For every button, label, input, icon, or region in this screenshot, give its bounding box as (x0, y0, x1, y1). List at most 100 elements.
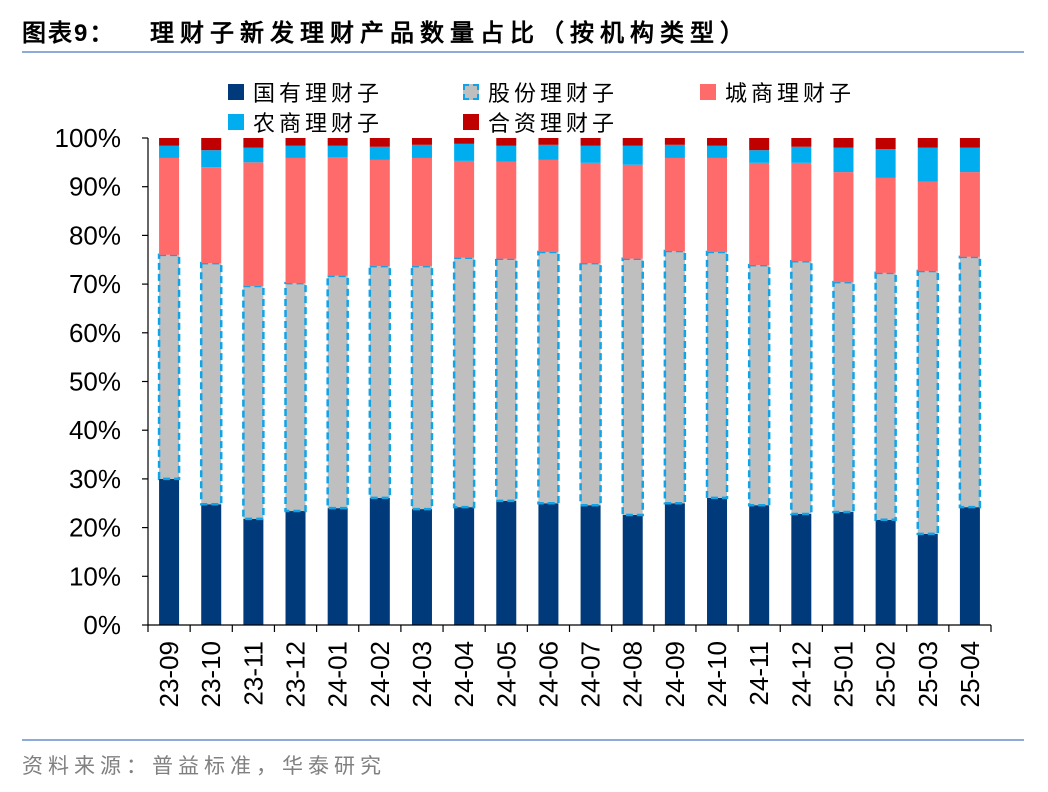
bar-joint-stock-24-09 (663, 249, 687, 505)
bar-state-owned-24-07 (580, 505, 601, 625)
bar-joint-venture-24-03 (411, 138, 432, 145)
bar-stack-24-03 (410, 138, 434, 625)
bar-state-owned-24-11 (749, 505, 770, 625)
bar-rural-commercial-24-02 (369, 146, 390, 160)
legend-marker-rural-commercial (228, 114, 244, 130)
bar-joint-venture-23-09 (159, 138, 180, 146)
bar-stack-23-11 (242, 138, 265, 625)
bar-rural-commercial-24-08 (622, 145, 643, 165)
bar-state-owned-25-04 (959, 507, 980, 625)
bar-joint-stock-24-08 (621, 257, 644, 517)
bar-joint-venture-23-10 (201, 138, 222, 151)
y-tick-label: 40% (69, 415, 121, 445)
legend-item-rural-commercial: 农商理财子 (228, 107, 383, 137)
bar-joint-stock-24-10 (705, 250, 729, 500)
bar-city-commercial-24-11 (749, 162, 770, 266)
bar-stack-24-08 (621, 138, 644, 625)
bar-city-commercial-24-01 (327, 156, 348, 276)
legend-marker-city-commercial (700, 84, 716, 100)
bar-stack-24-12 (790, 138, 813, 625)
bar-stack-25-02 (874, 138, 897, 625)
bar-rural-commercial-25-03 (917, 147, 938, 182)
stacked-bar-chart: 0% 10% 20% 30% 40% 50% 60% 70% 80% 90% 100% 23-09 23… (55, 123, 992, 708)
x-tick-label: 23-10 (196, 641, 226, 708)
bar-joint-venture-25-04 (959, 138, 980, 148)
x-tick-label: 24-12 (786, 641, 816, 708)
bar-joint-venture-24-11 (749, 138, 770, 151)
x-tick-label: 24-01 (323, 641, 353, 708)
bar-stack-23-09 (157, 138, 181, 625)
bar-rural-commercial-24-06 (538, 144, 559, 160)
x-tick-label: 24-11 (744, 641, 774, 706)
bar-stack-24-06 (537, 138, 560, 625)
y-tick-label: 50% (69, 367, 121, 397)
bar-state-owned-25-01 (833, 512, 854, 625)
bar-rural-commercial-24-11 (749, 150, 770, 163)
x-tick-label: 24-09 (660, 641, 690, 708)
bar-city-commercial-24-06 (538, 159, 559, 252)
bar-joint-stock-25-03 (916, 269, 940, 536)
bar-rural-commercial-23-10 (201, 150, 222, 168)
x-tick-label: 24-08 (618, 641, 648, 708)
x-tick-label: 24-06 (533, 641, 563, 708)
chart-title: 理财子新发理财产品数量占比（按机构类型） (150, 20, 750, 47)
bar-state-owned-24-10 (707, 497, 728, 625)
legend-item-joint-venture: 合资理财子 (463, 107, 618, 137)
bar-stack-24-09 (663, 138, 687, 625)
x-tick-label: 25-04 (955, 641, 985, 708)
bar-rural-commercial-24-09 (664, 144, 685, 158)
title-divider (22, 51, 1024, 53)
legend-item-city-commercial: 城商理财子 (700, 77, 855, 107)
bar-state-owned-24-01 (327, 508, 348, 625)
bars (157, 138, 982, 625)
bar-joint-venture-25-02 (875, 138, 896, 150)
bar-city-commercial-24-10 (707, 157, 728, 252)
bar-stack-25-01 (832, 138, 855, 625)
bar-joint-stock-24-12 (790, 259, 813, 516)
y-tick-label: 90% (69, 172, 121, 202)
bar-rural-commercial-25-02 (875, 149, 896, 178)
bar-rural-commercial-23-12 (285, 145, 306, 158)
bar-stack-24-02 (368, 138, 392, 625)
y-tick-label: 30% (69, 464, 121, 494)
bar-stack-24-01 (326, 138, 349, 625)
bar-joint-venture-23-12 (285, 138, 306, 146)
bar-rural-commercial-24-05 (496, 145, 517, 162)
bar-joint-stock-25-01 (832, 280, 855, 514)
bar-joint-stock-23-11 (242, 284, 265, 521)
legend-item-state-owned: 国有理财子 (228, 77, 383, 107)
legend-label-rural-commercial: 农商理财子 (253, 111, 384, 136)
bar-rural-commercial-25-01 (833, 147, 854, 173)
legend-label-joint-stock: 股份理财子 (488, 81, 619, 106)
bar-joint-venture-24-05 (496, 138, 517, 146)
bar-stack-23-10 (199, 138, 223, 625)
bar-city-commercial-24-08 (622, 164, 643, 259)
bar-state-owned-25-02 (875, 519, 896, 625)
legend-marker-state-owned (228, 84, 244, 100)
bar-state-owned-24-08 (622, 514, 643, 625)
bar-rural-commercial-24-03 (411, 144, 432, 158)
bar-city-commercial-24-02 (369, 159, 390, 267)
bar-joint-venture-24-09 (664, 138, 685, 145)
y-tick-label: 0% (83, 610, 121, 640)
x-tick-label: 24-04 (449, 641, 479, 708)
x-tick-label: 23-11 (238, 641, 268, 706)
bar-joint-stock-24-05 (495, 257, 518, 503)
bar-joint-stock-25-02 (874, 271, 897, 522)
bar-rural-commercial-23-09 (159, 145, 180, 158)
bar-rural-commercial-24-01 (327, 145, 348, 157)
source-note: 资料来源：普益标准，华泰研究 (22, 755, 386, 778)
bar-state-owned-24-04 (454, 507, 475, 625)
bar-city-commercial-24-07 (580, 162, 601, 264)
bar-rural-commercial-24-12 (791, 146, 812, 163)
bar-state-owned-24-09 (664, 503, 685, 625)
footer-divider (22, 739, 1024, 741)
bar-joint-stock-23-12 (284, 281, 307, 513)
legend-label-city-commercial: 城商理财子 (725, 81, 856, 106)
bar-joint-stock-24-11 (747, 263, 771, 507)
x-tick-label: 24-07 (576, 641, 606, 708)
x-tick-label: 25-02 (871, 641, 901, 708)
bar-joint-stock-25-04 (958, 255, 982, 509)
bar-city-commercial-23-09 (159, 157, 180, 255)
bar-city-commercial-25-01 (833, 172, 854, 283)
